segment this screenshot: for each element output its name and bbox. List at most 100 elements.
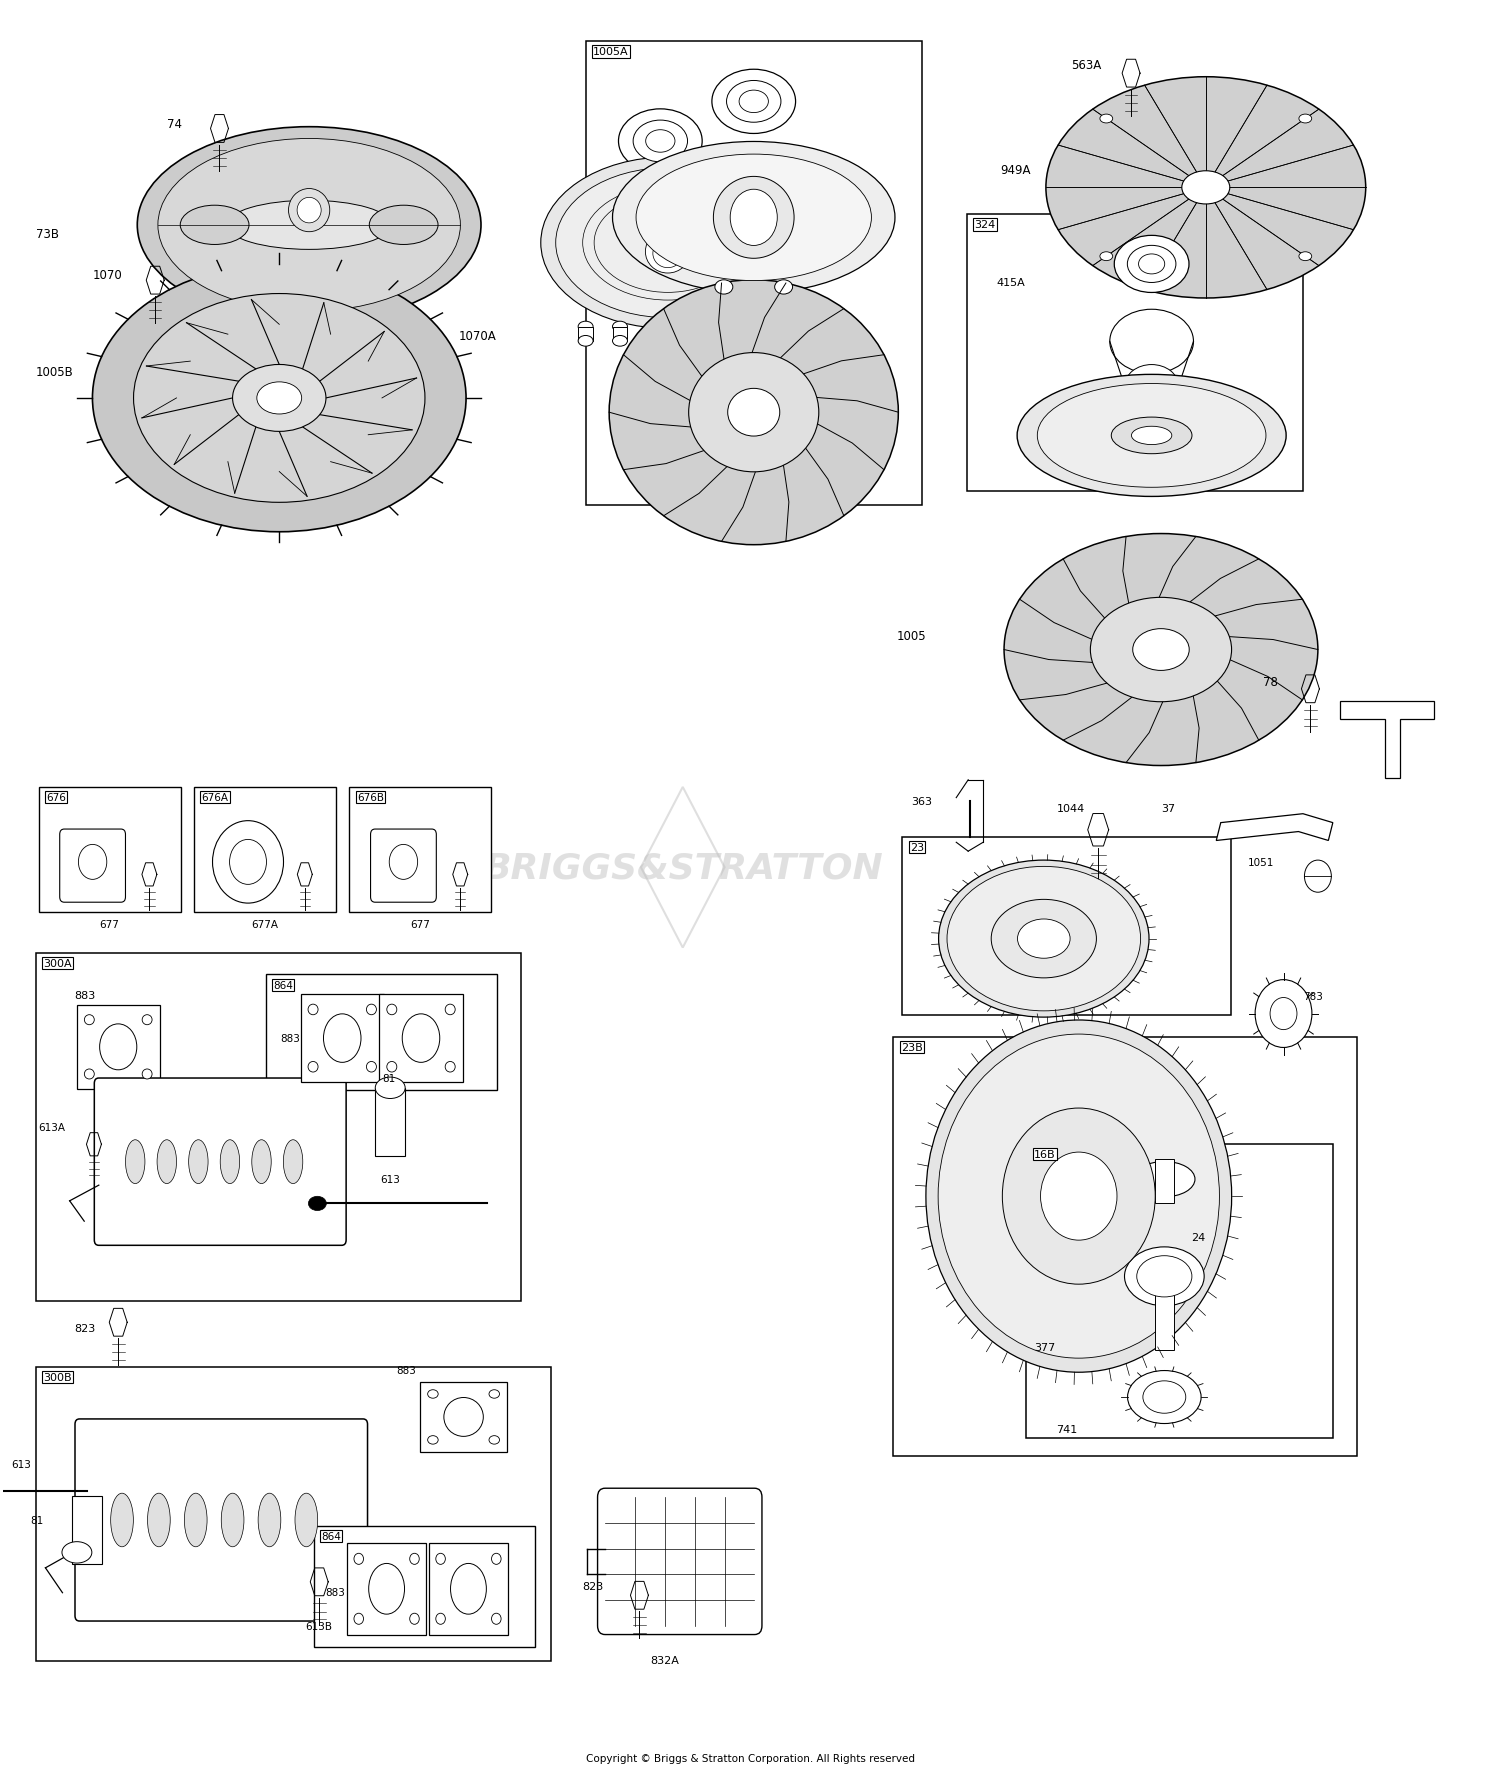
- Ellipse shape: [309, 1197, 327, 1211]
- Ellipse shape: [138, 127, 482, 324]
- Polygon shape: [1341, 701, 1434, 778]
- Text: 783: 783: [1304, 991, 1323, 1002]
- FancyBboxPatch shape: [597, 1488, 762, 1635]
- Ellipse shape: [388, 844, 417, 880]
- Ellipse shape: [1004, 535, 1318, 766]
- Text: BRIGGS&STRATTON: BRIGGS&STRATTON: [483, 852, 882, 886]
- Ellipse shape: [688, 354, 819, 472]
- Text: 949A: 949A: [1000, 165, 1030, 177]
- Ellipse shape: [436, 1614, 445, 1624]
- Text: 883: 883: [280, 1034, 300, 1043]
- Ellipse shape: [369, 206, 438, 245]
- Text: 883: 883: [75, 989, 96, 1000]
- Ellipse shape: [288, 190, 330, 233]
- Bar: [612, 327, 627, 342]
- Ellipse shape: [1002, 1109, 1155, 1285]
- Ellipse shape: [369, 1564, 405, 1614]
- Ellipse shape: [256, 383, 302, 415]
- Ellipse shape: [134, 295, 424, 503]
- Ellipse shape: [446, 1063, 454, 1072]
- Text: 74: 74: [166, 118, 182, 131]
- Ellipse shape: [1090, 598, 1232, 703]
- Ellipse shape: [427, 1437, 438, 1444]
- Text: 883: 883: [326, 1587, 345, 1598]
- Bar: [194, 787, 336, 912]
- Ellipse shape: [555, 168, 780, 318]
- Ellipse shape: [354, 1614, 363, 1624]
- Ellipse shape: [716, 281, 734, 295]
- Ellipse shape: [1128, 1370, 1202, 1424]
- Ellipse shape: [158, 140, 460, 311]
- Bar: [578, 327, 592, 342]
- Ellipse shape: [84, 1014, 94, 1025]
- Ellipse shape: [1138, 254, 1164, 276]
- Ellipse shape: [308, 1005, 318, 1014]
- Ellipse shape: [258, 1494, 280, 1547]
- Ellipse shape: [1100, 252, 1113, 261]
- Ellipse shape: [946, 868, 1140, 1011]
- Text: 676A: 676A: [201, 793, 228, 803]
- Ellipse shape: [1131, 428, 1172, 445]
- Text: 1005: 1005: [897, 630, 927, 642]
- Ellipse shape: [992, 900, 1096, 979]
- Ellipse shape: [446, 1005, 454, 1014]
- Ellipse shape: [645, 231, 690, 274]
- Ellipse shape: [354, 1553, 363, 1564]
- Text: 78: 78: [1263, 676, 1278, 689]
- Ellipse shape: [578, 322, 592, 333]
- Ellipse shape: [126, 1140, 146, 1184]
- Text: 81: 81: [382, 1073, 396, 1084]
- Text: 832A: 832A: [651, 1655, 680, 1664]
- Ellipse shape: [609, 281, 898, 546]
- Text: 823: 823: [75, 1322, 96, 1333]
- Ellipse shape: [1125, 1247, 1204, 1306]
- Ellipse shape: [184, 1494, 207, 1547]
- FancyBboxPatch shape: [300, 995, 384, 1082]
- Ellipse shape: [492, 1553, 501, 1564]
- Text: 677: 677: [411, 920, 430, 930]
- Text: 16B: 16B: [1034, 1150, 1056, 1159]
- Text: 677A: 677A: [252, 920, 279, 930]
- Ellipse shape: [111, 1494, 134, 1547]
- Ellipse shape: [436, 1553, 445, 1564]
- Ellipse shape: [142, 1070, 152, 1079]
- Ellipse shape: [78, 844, 106, 880]
- Text: 73B: 73B: [36, 229, 58, 242]
- Ellipse shape: [1125, 365, 1179, 408]
- Ellipse shape: [62, 1542, 92, 1564]
- Text: 676: 676: [46, 793, 66, 803]
- FancyBboxPatch shape: [75, 1419, 368, 1621]
- Polygon shape: [1216, 814, 1334, 841]
- Ellipse shape: [366, 1063, 376, 1072]
- Ellipse shape: [612, 336, 627, 347]
- Ellipse shape: [938, 1034, 1220, 1358]
- Ellipse shape: [1134, 1161, 1196, 1197]
- Text: 741: 741: [1056, 1424, 1077, 1435]
- Ellipse shape: [489, 1390, 500, 1399]
- Ellipse shape: [147, 1494, 170, 1547]
- Bar: [1026, 1145, 1334, 1438]
- FancyBboxPatch shape: [380, 995, 462, 1082]
- Ellipse shape: [402, 1014, 439, 1063]
- Ellipse shape: [387, 1063, 398, 1072]
- Ellipse shape: [1299, 114, 1311, 123]
- Text: 324: 324: [974, 220, 996, 231]
- Bar: [375, 1088, 405, 1156]
- Ellipse shape: [180, 206, 249, 245]
- Ellipse shape: [226, 200, 392, 250]
- Bar: [266, 975, 498, 1091]
- Bar: [36, 954, 522, 1301]
- Bar: [585, 41, 922, 506]
- Text: 613B: 613B: [306, 1621, 333, 1632]
- Ellipse shape: [387, 1005, 398, 1014]
- Ellipse shape: [308, 1063, 318, 1072]
- Ellipse shape: [542, 157, 795, 329]
- Text: 1070: 1070: [93, 268, 123, 283]
- Ellipse shape: [492, 1614, 501, 1624]
- Text: 823: 823: [582, 1581, 604, 1592]
- Bar: [39, 787, 180, 912]
- Text: 300A: 300A: [44, 959, 72, 968]
- FancyBboxPatch shape: [94, 1079, 346, 1245]
- Ellipse shape: [730, 190, 777, 247]
- Text: 613: 613: [381, 1174, 400, 1184]
